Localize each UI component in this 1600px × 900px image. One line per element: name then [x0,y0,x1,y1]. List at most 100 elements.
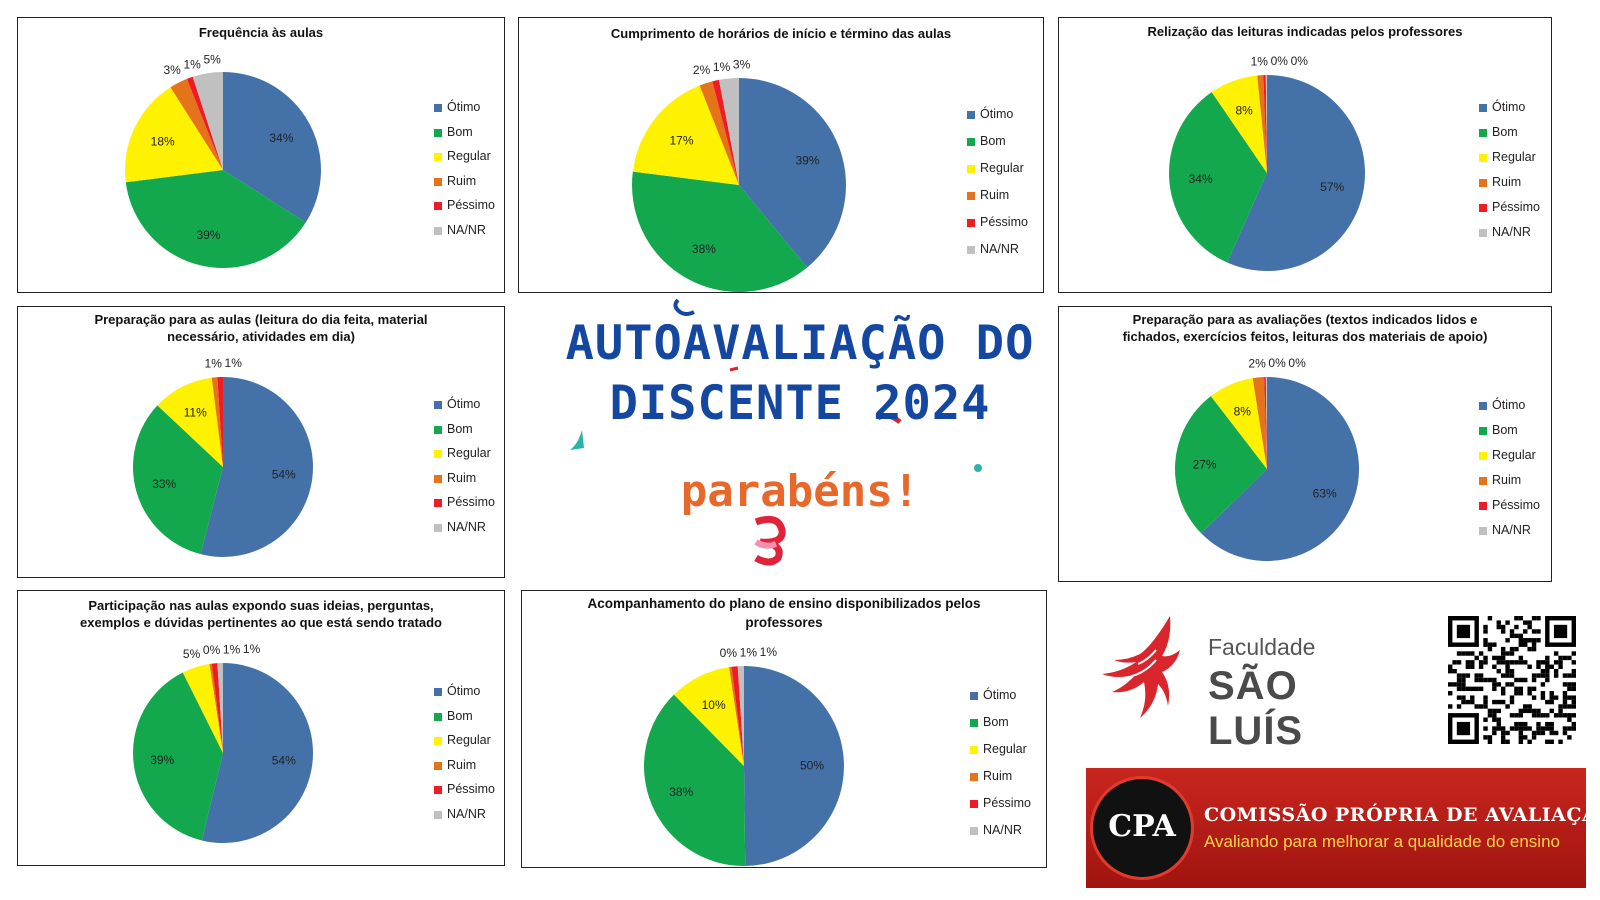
pie-slice-ruim [699,81,739,185]
chart-legend: Ótimo Bom Regular Ruim Péssimo NA/NR [970,688,1031,850]
legend-label: Ótimo [1492,398,1526,412]
pie-slice-pssimo [1263,75,1267,173]
page-subtitle: parabéns! [680,466,920,517]
legend-label: Regular [980,161,1024,175]
legend-label: Regular [447,733,491,747]
legend-item: Péssimo [434,495,495,520]
pie-slice-ruim [1252,377,1267,469]
pie-data-label: 1% [713,60,731,74]
pie-slice-timo [200,377,313,557]
legend-item: Ruim [970,769,1031,796]
chart-title-line: Acompanhamento do plano de ensino dispon… [587,596,981,611]
pie-slice-regular [125,87,223,183]
pie-slice-timo [744,666,844,866]
pie-data-label: 27% [1193,458,1217,472]
pie-slice-nanr [1265,377,1267,469]
legend-swatch [1479,129,1487,137]
legend-label: Bom [1492,423,1518,437]
pie-data-label: 1% [223,642,241,656]
legend-swatch [434,153,442,161]
logo-text-faculdade: Faculdade [1208,634,1316,660]
chart-title-line: exemplos e dúvidas pertinentes ao que es… [80,615,442,630]
legend-label: Ótimo [1492,100,1526,114]
legend-item: Regular [1479,448,1540,473]
confetti-decoration [570,298,982,566]
legend-swatch [1479,154,1487,162]
pie-data-label: 38% [692,242,716,256]
legend-swatch [434,810,442,819]
chart-panel-preparacao-aulas: Preparação para as aulas (leitura do dia… [17,306,505,578]
pie-slice-timo [1201,377,1359,561]
legend-swatch [434,104,442,112]
pie-slice-nanr [192,72,223,170]
page-title-line1: AUTOAVALIAÇÃO DO [565,316,1035,371]
legend-item: Ótimo [434,100,495,125]
pie-data-label: 1% [243,642,261,656]
pie-slice-pssimo [731,666,744,766]
legend-swatch [970,827,978,835]
legend-item: Péssimo [967,215,1028,242]
pie-slice-bom [133,405,223,555]
cpa-banner: CPA COMISSÃO PRÓPRIA DE AVALIAÇÃO Avalia… [1086,768,1600,888]
legend-label: Ruim [1492,473,1522,487]
pie-slice-nanr [718,78,739,185]
pie-slice-nanr [737,666,744,766]
legend-label: Bom [447,708,473,723]
pie-data-label: 33% [152,477,176,491]
pie-slice-timo [739,78,846,268]
confetti-small [729,366,739,372]
chart-title: Preparação para as avaliações (textos in… [1067,311,1543,345]
legend-swatch [967,111,975,119]
pie-chart: 54%39%5% 0% 1% 1% [132,642,313,843]
legend-item: Bom [1479,125,1540,150]
legend-label: Bom [447,124,473,139]
pie-data-label: 1% [183,58,201,72]
pie-data-label: 3% [163,63,181,77]
legend-label: Bom [1492,125,1518,139]
chart-title-line: Relização das leituras indicadas pelos p… [1147,24,1463,39]
legend-swatch [434,761,442,770]
pie-slice-pssimo [712,79,739,185]
chart-legend: Ótimo Bom Regular Ruim Péssimo NA/NR [434,397,495,544]
pie-slice-timo [223,72,321,223]
legend-label: NA/NR [980,242,1019,256]
confetti-dot [974,464,982,472]
pie-data-label: 17% [669,133,693,147]
legend-swatch [434,523,442,532]
pie-slice-ruim [211,377,223,467]
chart-legend: Ótimo Bom Regular Ruim Péssimo NA/NR [967,107,1028,269]
pie-slice-bom [632,171,808,293]
legend-item: NA/NR [1479,523,1540,548]
pie-data-label: 1% [1251,54,1269,68]
confetti-pink [754,539,778,549]
pie-data-label: 39% [795,153,819,167]
chart-legend: Ótimo Bom Regular Ruim Péssimo NA/NR [434,100,495,247]
cpa-name: COMISSÃO PRÓPRIA DE AVALIAÇÃO [1204,804,1600,826]
legend-item: Péssimo [1479,498,1540,523]
pie-data-label: 50% [800,759,824,773]
legend-label: Péssimo [447,495,495,509]
legend-label: NA/NR [983,823,1022,837]
chart-title-line: necessário, atividades em dia) [167,329,355,344]
legend-item: NA/NR [970,823,1031,850]
chart-title: Frequência às aulas [26,24,496,41]
legend-swatch [1479,427,1487,435]
legend-label: Ruim [983,769,1013,783]
pie-data-label: 11% [184,405,207,419]
pie-slice-ruim [209,663,223,753]
legend-swatch [434,712,442,721]
legend-label: Ótimo [447,684,481,698]
confetti-red [876,413,902,424]
legend-swatch [434,737,442,745]
legend-swatch [434,450,442,458]
pie-chart: 57%34%8%1% 0% 0% [1169,54,1365,271]
pie-slice-nanr [1265,75,1267,173]
pie-data-label: 8% [1234,405,1252,419]
pie-slice-bom [644,694,746,866]
legend-swatch [1479,527,1487,535]
qr-code-icon[interactable] [1448,616,1576,744]
confetti-ribbon [754,515,786,566]
legend-label: NA/NR [447,519,486,534]
legend-label: Ótimo [983,688,1017,702]
legend-label: Ruim [1492,175,1522,189]
